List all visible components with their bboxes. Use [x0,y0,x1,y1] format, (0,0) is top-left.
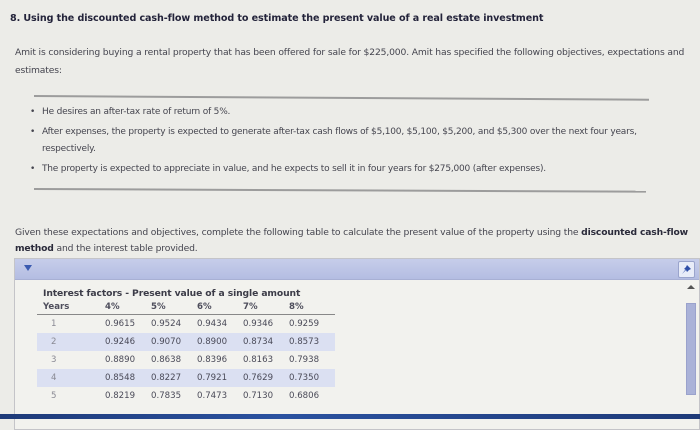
year-cell: 2 [37,333,105,351]
table-row: 5 0.8219 0.7835 0.7473 0.7130 0.6806 [37,387,335,405]
factor-cell: 0.8227 [151,369,197,387]
table-title: Interest factors - Present value of a si… [43,288,301,299]
objectives-list: • He desires an after-tax rate of return … [28,104,648,181]
year-cell: 5 [51,391,57,401]
vertical-scrollbar[interactable] [685,283,697,429]
factor-cell: 0.9615 [105,319,136,329]
divider-bottom [33,188,646,193]
factor-cell: 0.7350 [289,369,335,387]
bullet-icon: • [30,164,36,174]
taskbar [0,414,700,419]
factor-cell: 0.9346 [243,319,274,329]
factor-cell: 0.8890 [105,355,136,365]
factor-cell: 0.9524 [151,319,182,329]
panel-header [15,259,699,280]
year-cell: 4 [37,369,105,387]
pushpin-icon [682,265,691,274]
factor-cell: 0.8163 [243,355,274,365]
factor-cell: 0.8219 [105,391,136,401]
list-item: • The property is expected to appreciate … [28,161,648,178]
factor-cell: 0.8548 [105,369,151,387]
factor-cell: 0.9259 [289,319,320,329]
factor-cell: 0.7921 [197,369,243,387]
factor-cell: 0.6806 [289,391,320,401]
table-row: 2 0.9246 0.9070 0.8900 0.8734 0.8573 [37,333,335,351]
table-row: 3 0.8890 0.8638 0.8396 0.8163 0.7938 [37,351,335,369]
factor-cell: 0.8396 [197,355,228,365]
intro-text: Amit is considering buying a rental prop… [15,47,685,76]
factor-cell: 0.7130 [243,391,274,401]
column-header: 4% [105,300,151,315]
factor-cell: 0.8900 [197,333,243,351]
question-title: 8. Using the discounted cash-flow method… [10,13,544,24]
column-header: 6% [197,300,243,315]
interest-table-panel: Interest factors - Present value of a si… [14,258,700,430]
bullet-icon: • [30,107,36,117]
factor-cell: 0.8573 [289,333,335,351]
factor-cell: 0.7473 [197,391,228,401]
list-item: • He desires an after-tax rate of return … [28,104,648,121]
factor-cell: 0.7835 [151,391,182,401]
table-row: 4 0.8548 0.8227 0.7921 0.7629 0.7350 [37,369,335,387]
scroll-thumb[interactable] [686,303,696,395]
column-header: 5% [151,300,197,315]
list-item: • After expenses, the property is expecte… [28,124,648,158]
column-header: Years [37,300,105,315]
table-row: 1 0.9615 0.9524 0.9434 0.9346 0.9259 [37,315,335,334]
triangle-down-icon[interactable] [24,265,32,271]
factor-cell: 0.7938 [289,355,320,365]
pin-button[interactable] [678,261,695,278]
factor-cell: 0.9070 [151,333,197,351]
factor-cell: 0.7629 [243,369,289,387]
column-header: 7% [243,300,289,315]
factor-cell: 0.9246 [105,333,151,351]
scroll-up-arrow-icon[interactable] [687,285,695,289]
instructions-text: Given these expectations and objectives,… [15,227,689,254]
column-header: 8% [289,300,335,315]
bullet-icon: • [30,127,36,137]
table-header-row: Years 4% 5% 6% 7% 8% [37,300,335,315]
year-cell: 1 [51,319,57,329]
factor-cell: 0.8734 [243,333,289,351]
divider-top [33,95,649,101]
year-cell: 3 [51,355,57,365]
factor-cell: 0.9434 [197,319,228,329]
interest-factors-table: Years 4% 5% 6% 7% 8% 1 0.9615 0.9524 0.9… [37,300,335,405]
factor-cell: 0.8638 [151,355,182,365]
